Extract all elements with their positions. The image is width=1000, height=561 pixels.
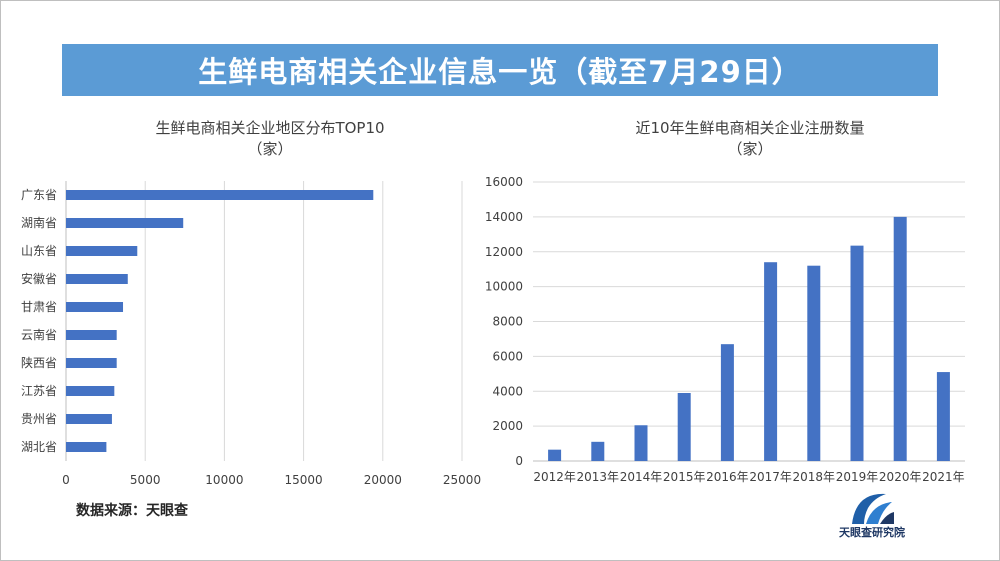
right-y-tick-label: 6000 (492, 349, 523, 363)
right-category-label: 2018年 (793, 470, 836, 484)
logo-text: 天眼查研究院 (839, 526, 905, 539)
right-category-label: 2014年 (620, 470, 663, 484)
right-y-tick-label: 14000 (485, 210, 523, 224)
right-y-tick-label: 8000 (492, 315, 523, 329)
left-bar (66, 442, 107, 452)
left-x-tick-label: 25000 (443, 473, 481, 487)
right-chart-subtitle: （家） (727, 140, 773, 158)
right-bar (807, 265, 821, 461)
left-bar (66, 274, 128, 284)
left-bar (66, 246, 138, 256)
left-bar (66, 302, 124, 312)
left-chart-title-block: 生鲜电商相关企业地区分布TOP10 （家） (40, 118, 500, 160)
left-chart-subtitle: （家） (247, 140, 293, 158)
left-bar (66, 386, 115, 396)
right-bar (634, 425, 648, 461)
left-bar (66, 190, 374, 200)
right-bar (548, 449, 562, 461)
right-bar (764, 262, 778, 461)
left-bar (66, 218, 184, 228)
left-category-label: 江苏省 (21, 384, 57, 398)
left-category-label: 安徽省 (21, 271, 57, 286)
left-x-tick-label: 20000 (364, 473, 402, 487)
data-source: 数据来源：天眼查 (76, 503, 188, 519)
left-chart-title: 生鲜电商相关企业地区分布TOP10 (155, 119, 385, 137)
right-bar (893, 216, 907, 461)
title-banner: 生鲜电商相关企业信息一览（截至7月29日） (62, 44, 938, 96)
page-title: 生鲜电商相关企业信息一览（截至7月29日） (198, 55, 802, 89)
right-y-tick-label: 4000 (492, 384, 523, 398)
left-bar (66, 414, 112, 424)
logo: 天眼查研究院 (834, 488, 910, 544)
right-y-tick-label: 2000 (492, 419, 523, 433)
right-category-label: 2021年 (922, 470, 965, 484)
right-y-tick-label: 16000 (485, 175, 523, 189)
right-category-label: 2016年 (706, 470, 749, 484)
right-chart-title-block: 近10年生鲜电商相关企业注册数量 （家） (520, 118, 980, 160)
right-bar (720, 344, 734, 461)
right-category-label: 2012年 (533, 470, 576, 484)
right-category-label: 2017年 (749, 470, 792, 484)
left-x-tick-label: 0 (62, 473, 70, 487)
left-category-label: 湖北省 (21, 439, 57, 454)
logo-mark-icon (852, 493, 894, 524)
right-y-tick-label: 12000 (485, 245, 523, 259)
right-category-label: 2019年 (836, 470, 879, 484)
left-x-tick-label: 15000 (285, 473, 323, 487)
right-y-tick-label: 10000 (485, 280, 523, 294)
right-chart-title: 近10年生鲜电商相关企业注册数量 (635, 119, 865, 137)
right-category-label: 2013年 (577, 470, 620, 484)
left-category-label: 陕西省 (21, 355, 57, 370)
left-category-label: 湖南省 (21, 215, 57, 230)
left-x-tick-label: 5000 (130, 473, 161, 487)
right-category-label: 2015年 (663, 470, 706, 484)
left-category-label: 甘肃省 (21, 300, 57, 314)
right-bar (936, 372, 950, 461)
left-category-label: 云南省 (21, 327, 57, 342)
left-category-label: 贵州省 (21, 412, 57, 426)
left-bar (66, 330, 117, 340)
right-bar (591, 441, 605, 461)
left-category-label: 山东省 (21, 244, 57, 258)
left-bar (66, 358, 117, 368)
left-category-label: 广东省 (21, 188, 57, 202)
right-bar (850, 245, 864, 461)
right-category-label: 2020年 (879, 470, 922, 484)
left-x-tick-label: 10000 (205, 473, 243, 487)
right-y-tick-label: 0 (515, 454, 523, 468)
right-bar (677, 392, 691, 461)
